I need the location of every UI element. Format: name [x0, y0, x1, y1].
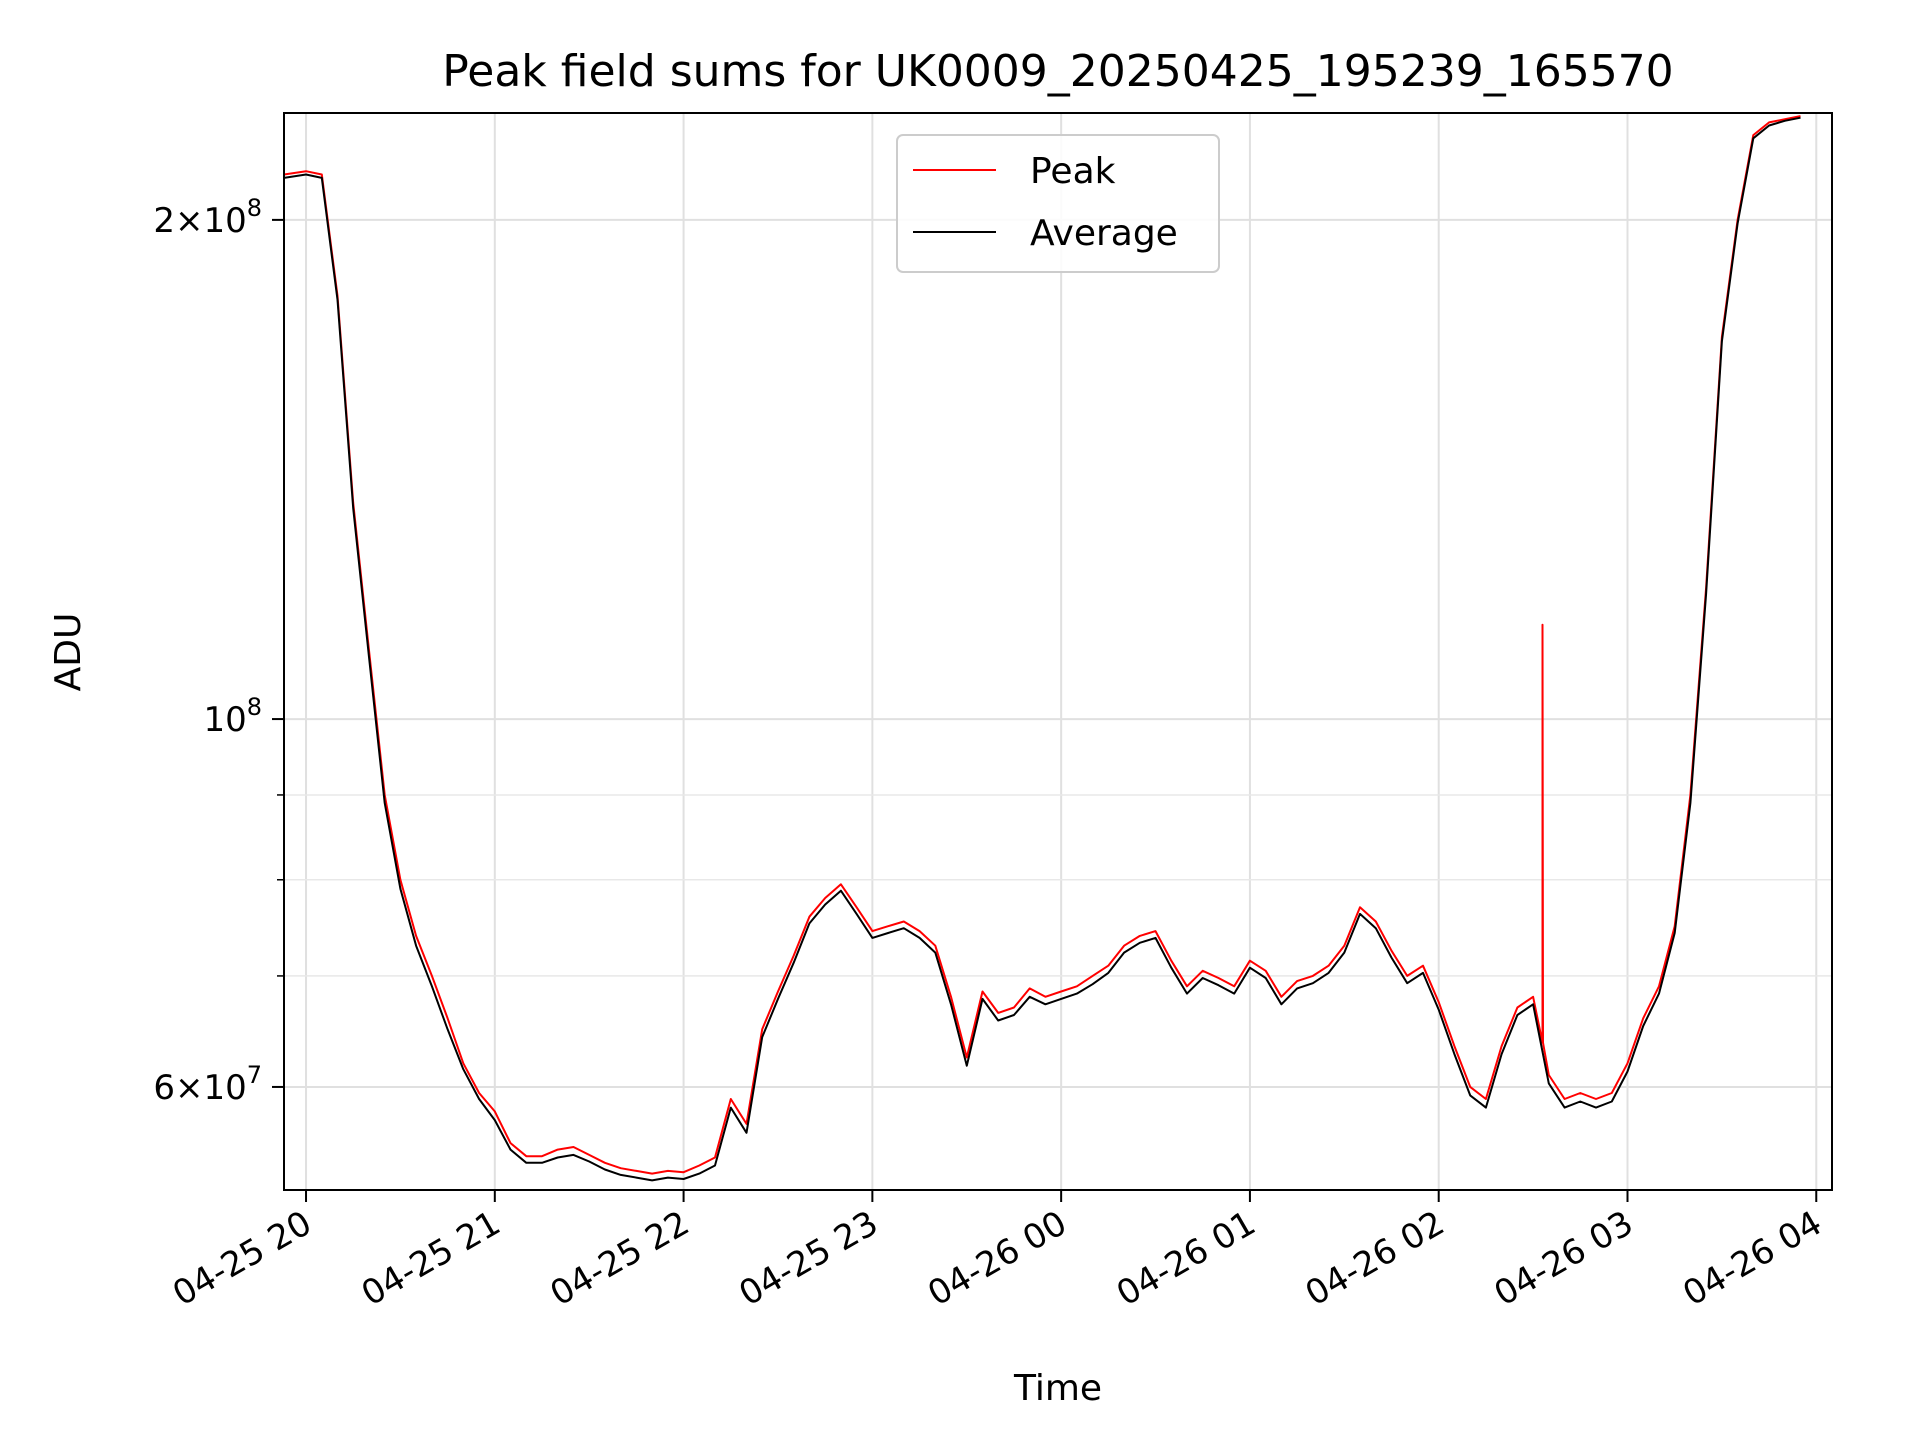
y-tick-label: 6×107: [153, 1061, 262, 1108]
x-axis-label: Time: [1013, 1368, 1102, 1409]
legend: Peak Average: [896, 134, 1220, 273]
chart-title: Peak field sums for UK0009_20250425_1952…: [442, 46, 1673, 97]
y-tick-label: 108: [203, 693, 262, 740]
series-line-average: [284, 116, 1801, 1182]
y-axis-label: ADU: [48, 613, 89, 692]
plot-area: [284, 115, 1801, 1182]
legend-label-average: Average: [1030, 213, 1178, 254]
legend-label-peak: Peak: [1030, 151, 1116, 192]
y-tick-label: 2×108: [153, 194, 262, 241]
series-layer: [284, 115, 1801, 1182]
series-line-peak: [284, 115, 1801, 1175]
axes-frame: [283, 112, 1833, 1191]
y-axis-ticks: 2×108 108 6×107: [153, 194, 284, 1108]
